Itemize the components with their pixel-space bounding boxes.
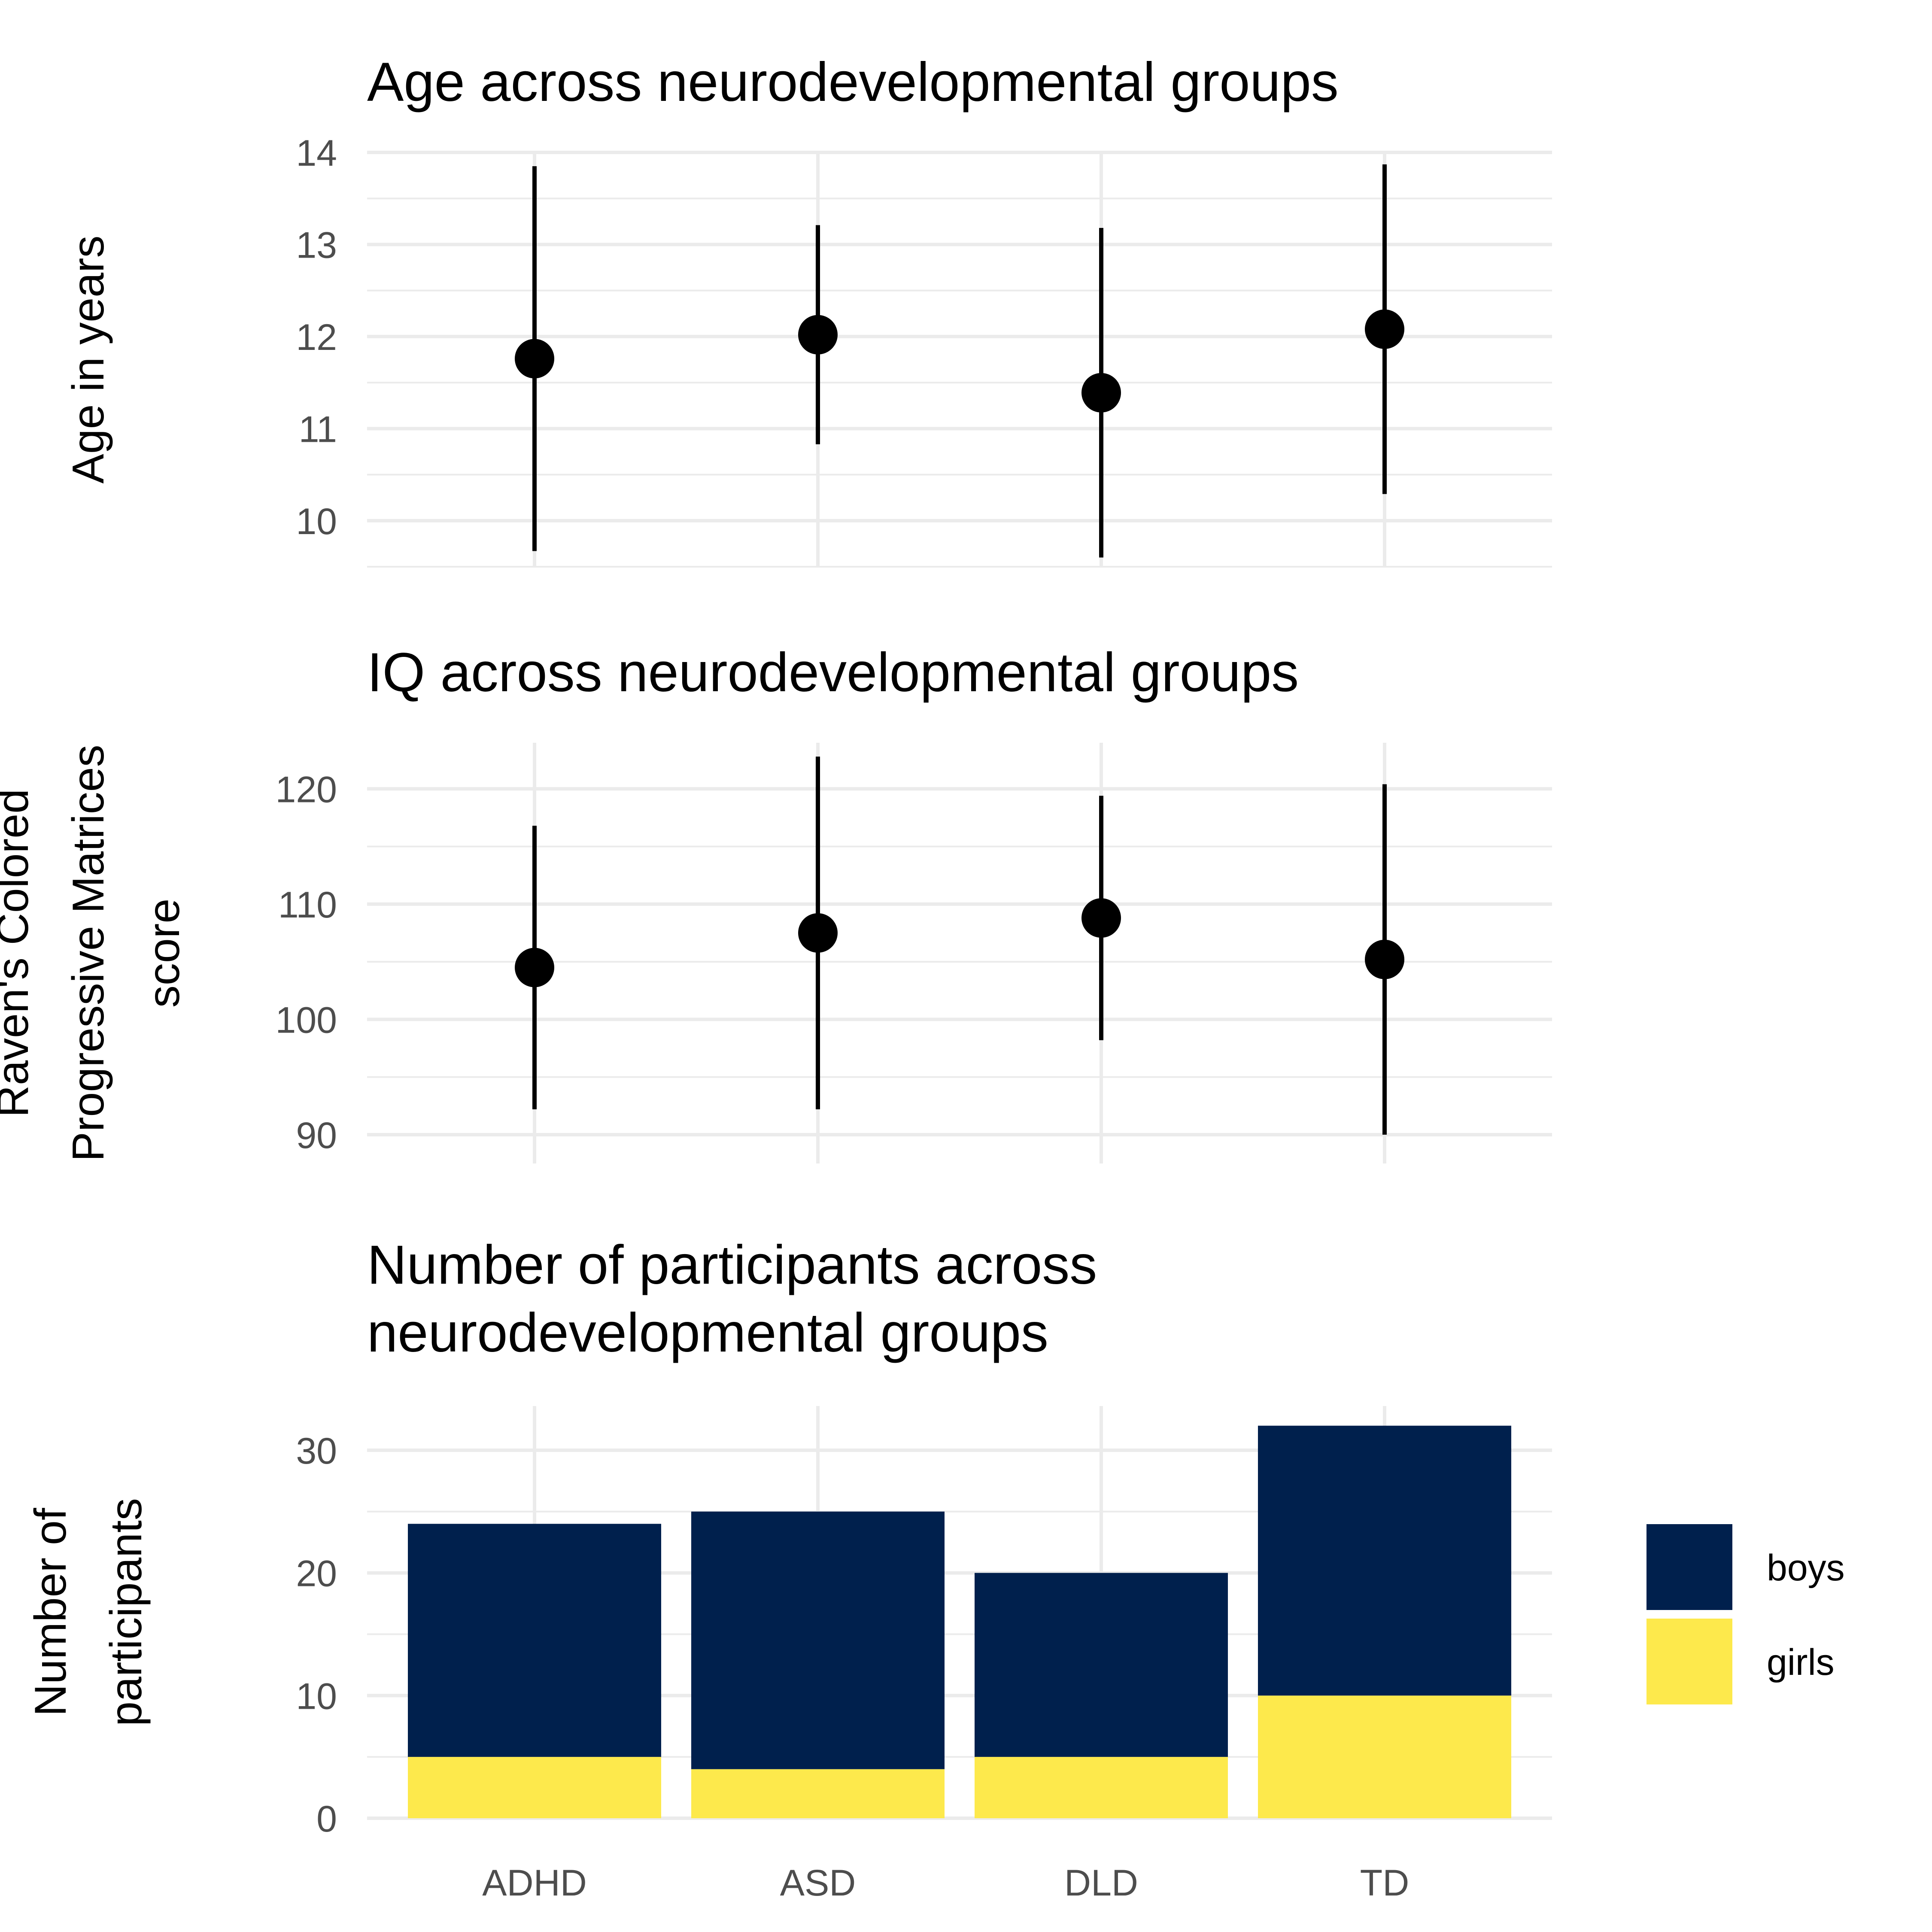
bar-dld-girls [975,1757,1228,1818]
iq-panel: 90 100 110 120 IQ across neurodevelopmental … [0,642,1552,1163]
mean-point-adhd [515,948,554,987]
point-range-marks [515,164,1404,558]
y-tick-label: 20 [296,1553,337,1595]
mean-point-dld [1081,373,1121,413]
bar-td-boys [1258,1425,1511,1696]
legend: boys girls [1646,1524,1845,1704]
bar-td-girls [1258,1695,1511,1818]
y-tick-label: 90 [296,1115,337,1156]
y-tick-label: 11 [299,409,337,450]
bar-adhd-boys [408,1524,661,1757]
y-tick-label: 12 [296,317,337,358]
y-tick-label: 13 [296,225,337,266]
y-tick-label: 30 [296,1431,337,1472]
chart-title: Number of participants across neurodevelo… [367,1234,1097,1364]
bar-adhd-girls [408,1757,661,1818]
mean-point-adhd [515,339,554,379]
x-tick-label: TD [1360,1862,1410,1904]
y-axis-label: participants [101,1498,151,1726]
mean-point-td [1365,939,1404,979]
y-tick-label: 0 [316,1798,337,1840]
x-tick-label: ADHD [482,1862,587,1904]
participants-panel: 0 10 20 30 Number of participants across neur… [26,1234,1552,1904]
chart-title: Age across neurodevelopmental groups [367,52,1339,113]
legend-label-girls: girls [1767,1642,1835,1683]
mean-point-td [1365,309,1404,349]
x-tick-label: DLD [1064,1862,1138,1904]
y-tick-label: 100 [276,999,337,1041]
bar-marks [408,1425,1511,1818]
y-tick-label: 110 [278,884,337,926]
bar-asd-girls [691,1769,945,1818]
y-tick-label: 10 [296,1676,337,1717]
legend-label-boys: boys [1767,1547,1845,1589]
y-tick-label: 120 [276,769,337,810]
legend-key-boys [1646,1524,1732,1610]
y-tick-label: 14 [296,133,337,174]
chart-title: IQ across neurodevelopmental groups [367,642,1299,703]
age-panel: 10 11 12 13 14 Age across neurodevelopmental … [64,52,1552,568]
x-tick-label: ASD [780,1862,856,1904]
mean-point-asd [798,315,838,355]
point-range-marks [515,756,1404,1135]
mean-point-asd [798,913,838,953]
y-axis-label: Progressive Matrices [64,745,113,1162]
y-axis-label: score [139,899,189,1008]
y-axis-label: Number of [26,1507,76,1716]
mean-point-dld [1081,898,1121,938]
y-tick-label: 10 [296,501,337,542]
y-axis-label: Raven's Colored [0,789,38,1118]
y-axis-label: Age in years [64,235,113,483]
legend-key-girls [1646,1619,1732,1704]
bar-asd-boys [691,1511,945,1769]
bar-dld-boys [975,1573,1228,1757]
